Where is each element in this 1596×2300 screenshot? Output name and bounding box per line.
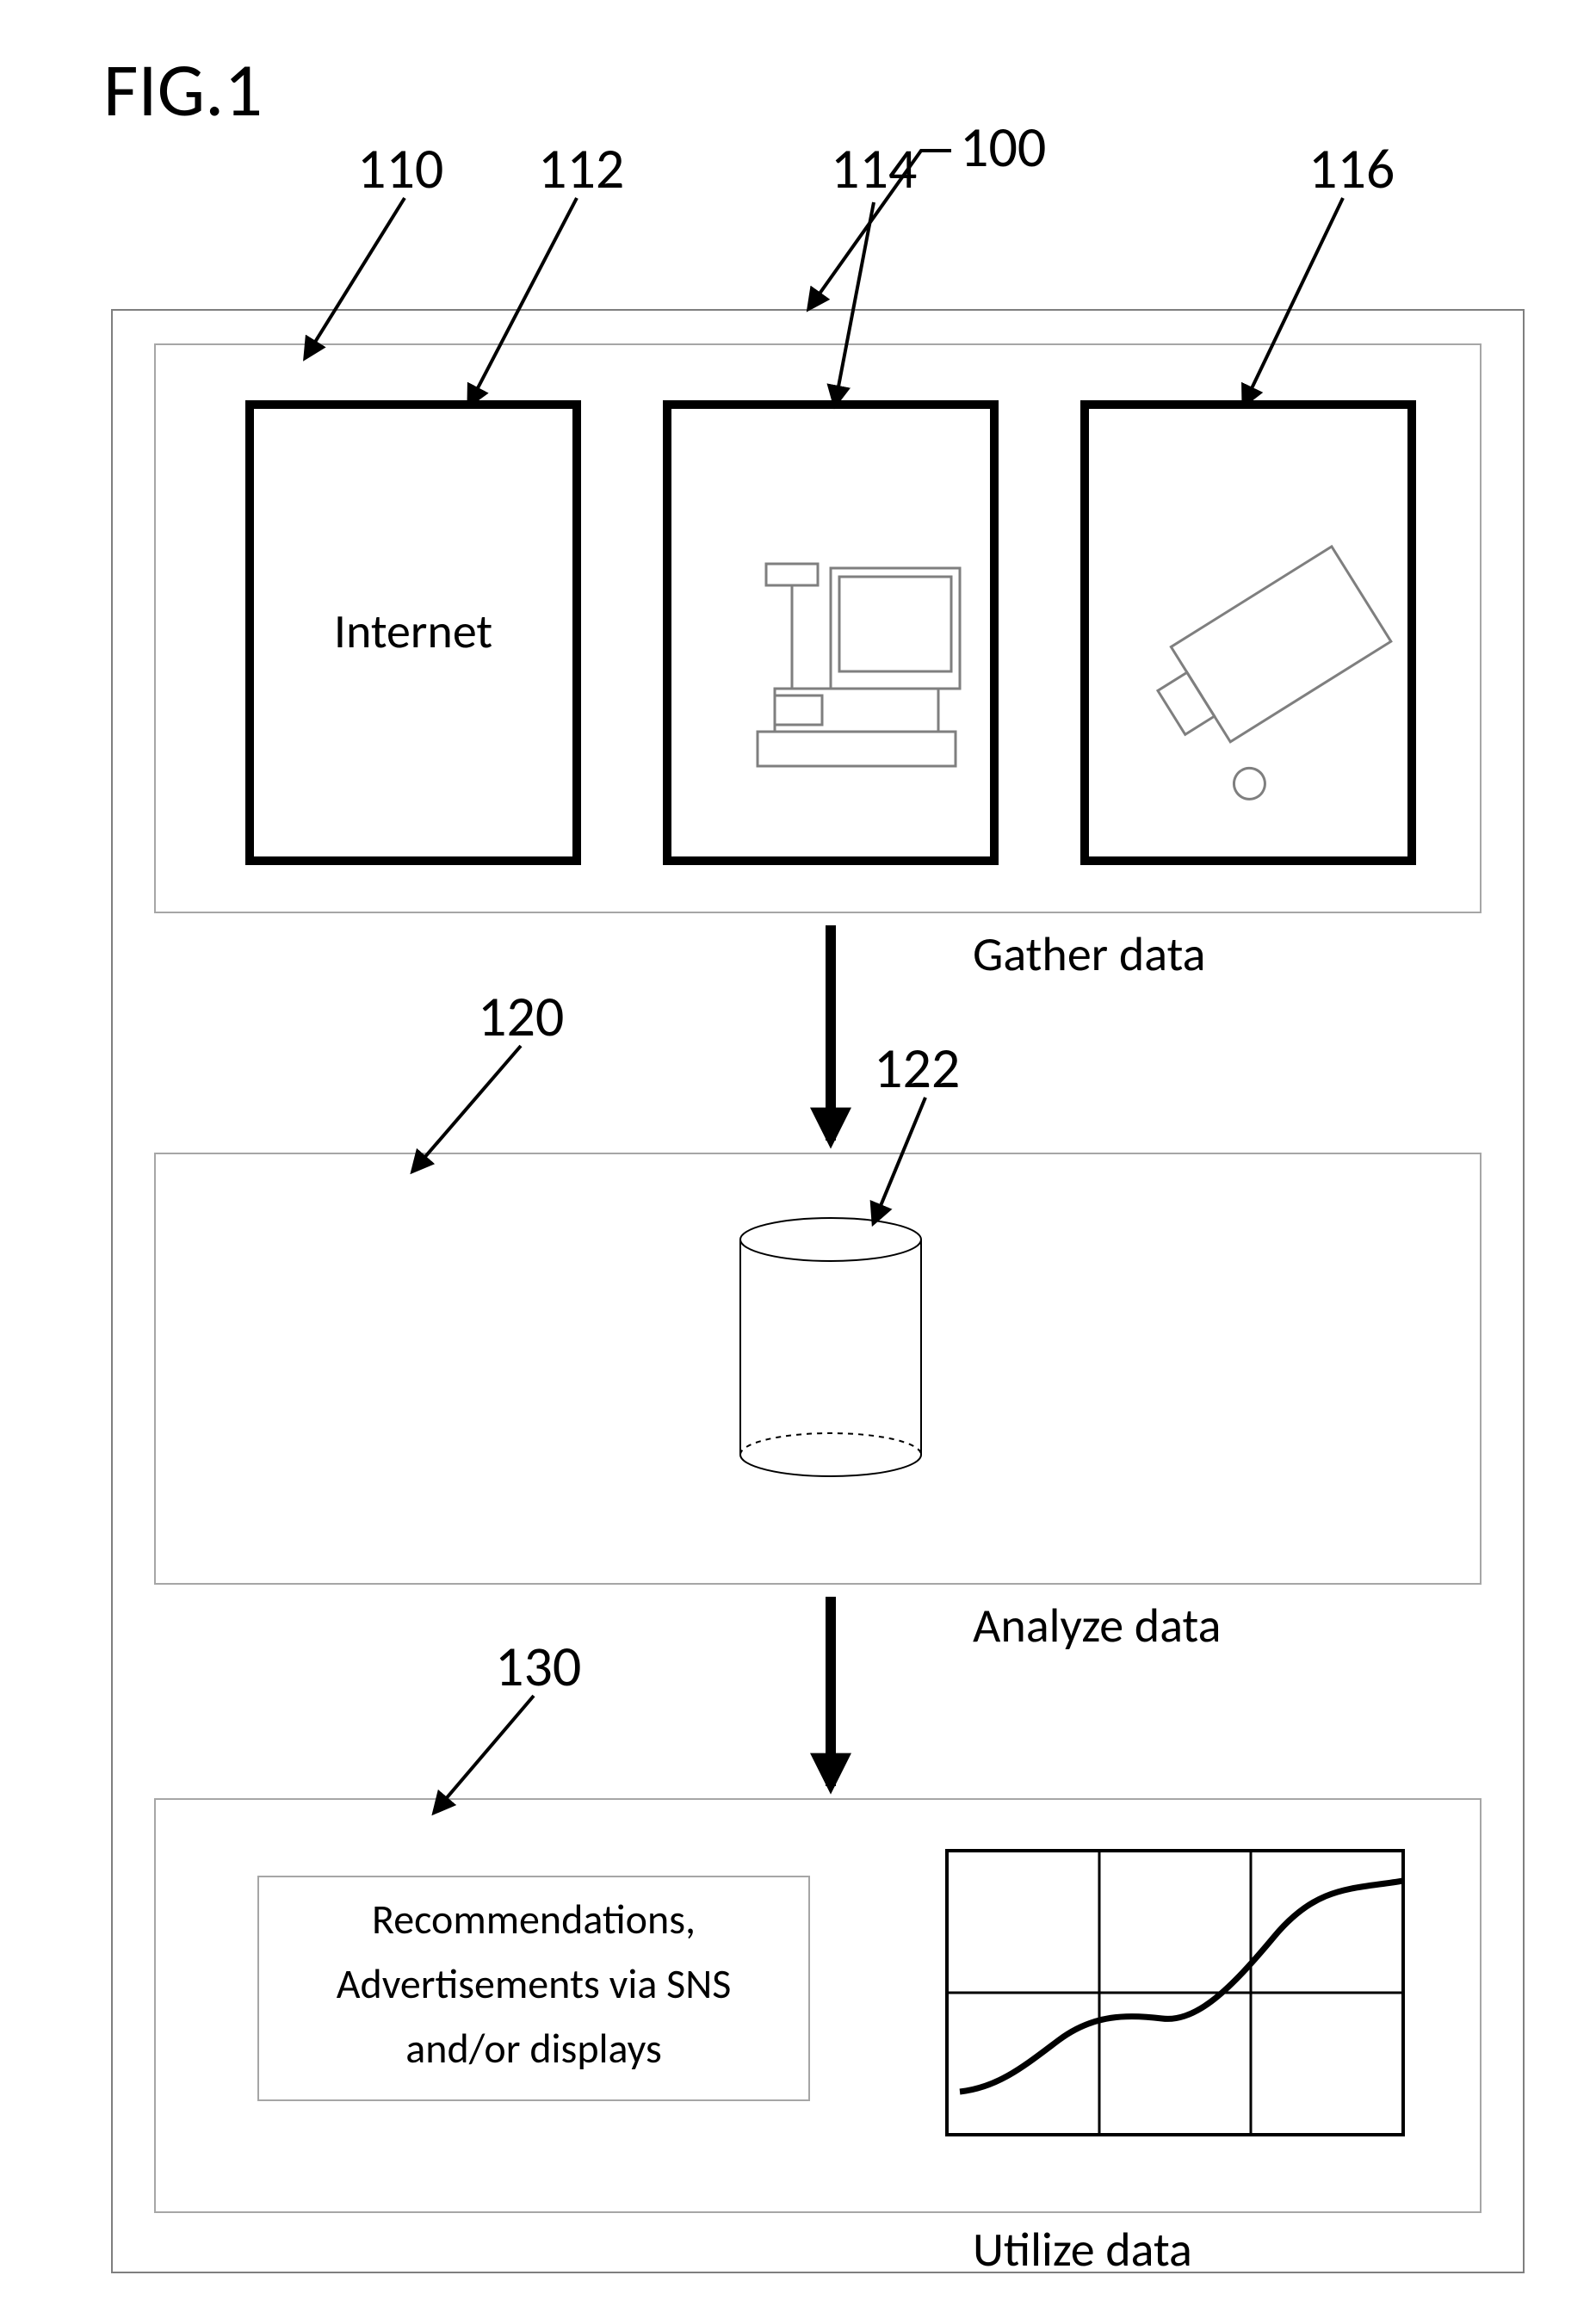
ref-122: 122 bbox=[874, 1033, 960, 1103]
analyze-data-label: Analyze data bbox=[973, 1597, 1221, 1655]
ref-116: 116 bbox=[1308, 133, 1395, 203]
lead-116 bbox=[1244, 198, 1343, 405]
gather-data-label: Gather data bbox=[973, 925, 1205, 984]
lead-122 bbox=[874, 1097, 925, 1222]
rec-line-3: and/or displays bbox=[258, 2023, 809, 2074]
ref-120: 120 bbox=[478, 981, 564, 1051]
rec-line-1: Recommendations, bbox=[258, 1894, 809, 1944]
lead-114 bbox=[835, 202, 874, 405]
chart-icon bbox=[947, 1851, 1403, 2135]
ref-110: 110 bbox=[357, 133, 443, 203]
lead-130 bbox=[435, 1696, 534, 1812]
ref-130: 130 bbox=[495, 1631, 581, 1701]
rec-line-2: Advertisements via SNS bbox=[258, 1958, 809, 2009]
box-camera bbox=[1085, 405, 1412, 861]
ref-100: 100 bbox=[960, 112, 1046, 182]
ref-112: 112 bbox=[538, 133, 624, 203]
internet-label: Internet bbox=[250, 603, 577, 661]
utilize-data-label: Utilize data bbox=[973, 2221, 1192, 2279]
db-icon bbox=[740, 1218, 921, 1476]
ref-114: 114 bbox=[831, 133, 917, 203]
lead-120 bbox=[413, 1046, 521, 1171]
lead-112 bbox=[469, 198, 577, 405]
figure-title: FIG.1 bbox=[103, 43, 263, 136]
lead-110 bbox=[306, 198, 405, 357]
